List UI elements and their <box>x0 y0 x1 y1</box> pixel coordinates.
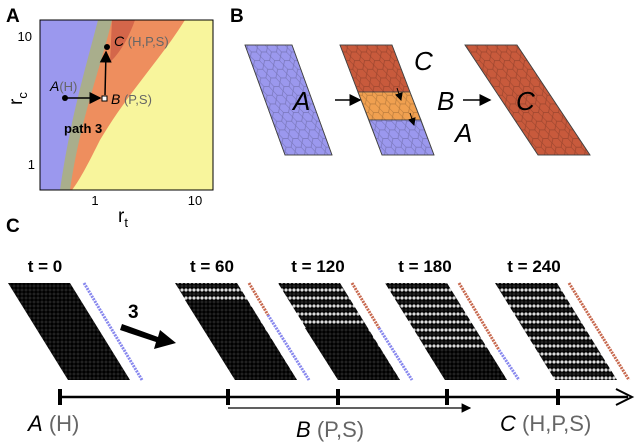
path-label: path 3 <box>64 121 102 136</box>
time-label: t = 240 <box>507 257 560 276</box>
grid-label: A <box>291 86 310 116</box>
time-label: t = 60 <box>190 257 234 276</box>
timeline-label: A (H) <box>26 411 79 436</box>
y-tick-label: 1 <box>28 157 35 172</box>
point-name: C <box>114 33 125 49</box>
panel-label: B <box>230 6 244 27</box>
point-state: (P,S) <box>124 92 152 107</box>
time-label: t = 120 <box>291 257 344 276</box>
point-label: C (H,P,S) <box>114 33 169 49</box>
y-label-sub: c <box>15 92 30 99</box>
grid-label: B <box>437 86 454 116</box>
state-name: B <box>296 417 311 442</box>
timeline <box>58 389 632 408</box>
snapshots <box>8 283 629 380</box>
state-name: C <box>500 411 516 436</box>
y-tick-label: 10 <box>18 29 32 44</box>
x-tick-label: 10 <box>188 193 202 208</box>
x-axis-label: rt <box>118 206 128 230</box>
time-label: t = 0 <box>28 257 63 276</box>
x-label-sub: t <box>124 215 128 230</box>
point-label: B (P,S) <box>111 91 152 107</box>
grid-label: C <box>516 86 535 116</box>
grid-label: A <box>453 118 472 148</box>
figure: A 10 1 1 10 rc rt C (H,P,S) A(H) B (P,S)… <box>0 0 639 443</box>
state-name: A <box>26 411 43 436</box>
panel-label: A <box>6 6 20 27</box>
point-name: B <box>111 91 120 107</box>
timeline-label: B (P,S) <box>296 417 364 442</box>
path-number: 3 <box>128 302 139 323</box>
panel-label: C <box>6 216 20 237</box>
point-state: (H) <box>59 79 77 94</box>
point-name: A <box>49 78 59 94</box>
state-set: (P,S) <box>317 417 364 442</box>
point-state: (H,P,S) <box>128 34 169 49</box>
state-set: (H,P,S) <box>522 411 591 436</box>
time-label: t = 180 <box>398 257 451 276</box>
point-label: A(H) <box>49 78 77 94</box>
timeline-label: C (H,P,S) <box>500 411 591 436</box>
state-set: (H) <box>49 411 80 436</box>
path-arrow <box>120 324 176 349</box>
x-tick-label: 1 <box>91 193 98 208</box>
y-axis-label: rc <box>6 92 30 105</box>
grid-label: C <box>414 46 433 76</box>
